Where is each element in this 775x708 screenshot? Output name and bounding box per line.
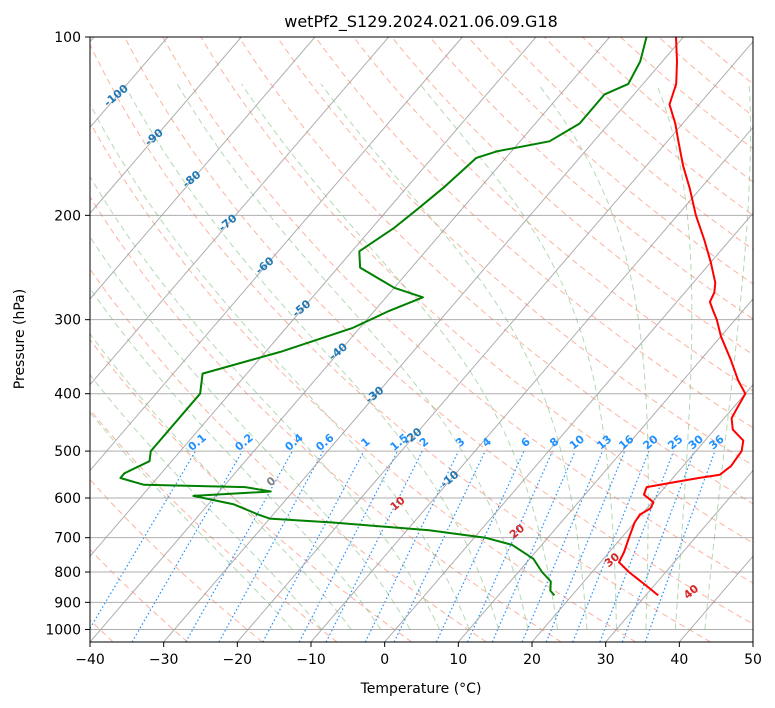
dry-adiabat-line bbox=[90, 478, 263, 642]
pressure-gridlines bbox=[90, 37, 753, 642]
isotherm-line bbox=[90, 37, 390, 386]
isotherm-line bbox=[310, 126, 753, 642]
dry-adiabat-line bbox=[353, 37, 753, 392]
isotherm-line bbox=[90, 37, 611, 642]
isotherm-line bbox=[90, 37, 463, 472]
isotherm-line bbox=[605, 469, 753, 642]
plot-frame bbox=[89, 36, 754, 643]
isotherm-line bbox=[90, 37, 316, 300]
x-tick-label: 30 bbox=[597, 652, 615, 668]
y-tick-label: 700 bbox=[54, 531, 81, 547]
mixing-ratio-line bbox=[90, 450, 197, 630]
mixing-ratio-line bbox=[435, 450, 525, 642]
mixing-ratio-line bbox=[521, 450, 604, 642]
isotherm-line bbox=[384, 212, 753, 642]
x-axis-title: Temperature (°C) bbox=[360, 681, 482, 697]
y-tick-label: 400 bbox=[54, 387, 81, 403]
dry-adiabat-line bbox=[90, 43, 711, 642]
mixing-ratio-line bbox=[131, 450, 243, 642]
chart-title: wetPf2_S129.2024.021.06.09.G18 bbox=[284, 12, 558, 32]
moist-adiabat-line bbox=[419, 83, 617, 630]
dry-adiabat-line bbox=[90, 195, 562, 642]
y-tick-label: 1000 bbox=[45, 622, 81, 638]
x-tick-label: 20 bbox=[523, 652, 541, 668]
x-tick-label: 0 bbox=[380, 652, 389, 668]
moist-adiabat-line bbox=[537, 83, 649, 630]
moist-adiabat-line bbox=[176, 83, 529, 630]
moist-adiabat-line bbox=[656, 83, 693, 630]
dewpoint-profile-line bbox=[119, 37, 648, 597]
dry-adiabat-line bbox=[314, 37, 753, 429]
moist-adiabat-line bbox=[320, 83, 588, 630]
mixing-ratio-line bbox=[185, 450, 293, 642]
moist-adiabat-line bbox=[704, 83, 751, 630]
x-tick-label: 50 bbox=[744, 652, 762, 668]
x-tick-label: −10 bbox=[296, 652, 326, 668]
moist-adiabat-line bbox=[90, 411, 293, 630]
moist-adiabat-line bbox=[90, 373, 323, 630]
mixing-ratio-line bbox=[364, 450, 460, 642]
y-tick-label: 200 bbox=[54, 208, 81, 224]
moist-adiabat-line bbox=[90, 287, 382, 630]
dry-adiabat-line bbox=[90, 338, 413, 642]
y-tick-label: 100 bbox=[54, 30, 81, 46]
temperature-profile-line bbox=[618, 37, 747, 597]
y-tick-label: 500 bbox=[54, 444, 81, 460]
dry-adiabat-line bbox=[505, 37, 753, 250]
isotherm-line bbox=[90, 37, 242, 214]
moist-adiabat-line bbox=[90, 103, 470, 630]
dry-adiabat-line bbox=[391, 37, 753, 356]
dry-adiabat-line bbox=[620, 37, 753, 150]
mixing-ratio-line bbox=[491, 450, 576, 642]
y-tick-label: 300 bbox=[54, 313, 81, 329]
x-tick-label: −40 bbox=[75, 652, 105, 668]
mixing-ratio-line bbox=[218, 450, 324, 642]
x-tick-label: −20 bbox=[223, 652, 253, 668]
dry-adiabat-line bbox=[429, 37, 753, 320]
x-axis: −40 −30 −20 −10 0 10 20 30 40 50 bbox=[75, 642, 762, 668]
isotherm-line bbox=[90, 37, 537, 558]
x-tick-label: 10 bbox=[449, 652, 467, 668]
x-tick-label: 40 bbox=[670, 652, 688, 668]
y-tick-label: 800 bbox=[54, 565, 81, 581]
moist-adiabat-line bbox=[90, 333, 352, 630]
y-axis: 100 200 300 400 500 600 700 800 900 1000 bbox=[45, 30, 90, 638]
dry-adiabat-line bbox=[200, 37, 753, 544]
isotherm-line bbox=[531, 383, 753, 642]
x-tick-label: −30 bbox=[149, 652, 179, 668]
profile-lines bbox=[119, 37, 747, 597]
dry-adiabat-line bbox=[543, 37, 753, 217]
dry-adiabat-line bbox=[276, 37, 753, 466]
isotherm-line bbox=[457, 298, 753, 642]
dry-adiabat-line bbox=[90, 268, 487, 642]
y-tick-label: 900 bbox=[54, 595, 81, 611]
dry-adiabat-line bbox=[162, 37, 753, 584]
y-axis-title: Pressure (hPa) bbox=[12, 289, 28, 389]
moist-adiabat-line bbox=[90, 175, 441, 630]
isotherm-line bbox=[236, 40, 753, 642]
isotherm-line bbox=[163, 37, 684, 642]
y-tick-label: 600 bbox=[54, 491, 81, 507]
dry-adiabat-line bbox=[582, 37, 753, 183]
background-lines bbox=[90, 37, 753, 642]
mixing-ratio-line bbox=[644, 450, 716, 642]
moist-adiabat-line bbox=[123, 83, 500, 630]
mixing-ratio-line bbox=[466, 450, 554, 642]
moist-adiabat-line bbox=[90, 235, 411, 630]
dry-adiabat-line bbox=[124, 37, 753, 625]
mixing-ratio-line bbox=[393, 450, 486, 642]
dry-adiabat-line bbox=[90, 121, 637, 642]
